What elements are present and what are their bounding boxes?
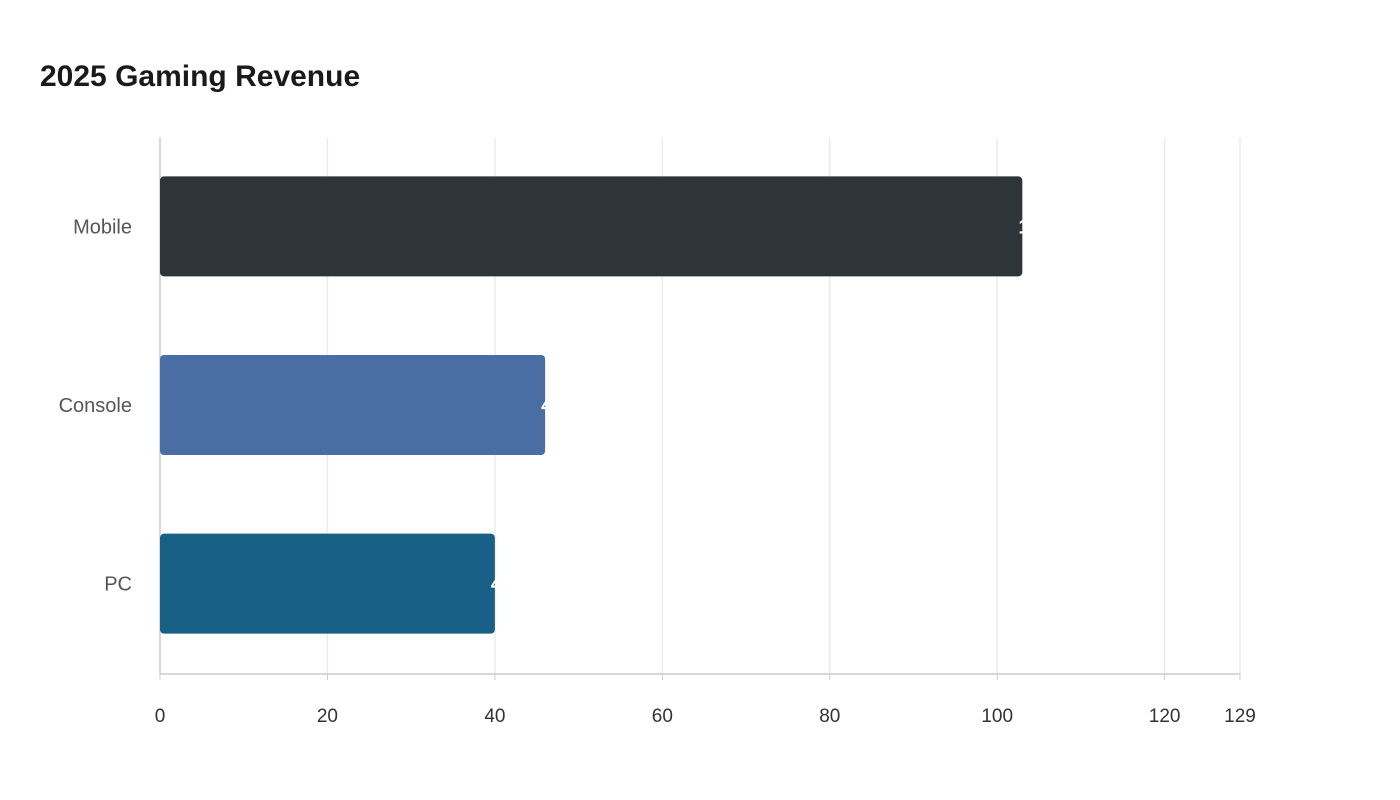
x-tick-label: 60 [652, 706, 673, 727]
bar-console [160, 355, 546, 455]
x-tick-label: 80 [819, 706, 840, 727]
x-tick-label: 120 [1149, 706, 1181, 727]
x-tick-label: 20 [317, 706, 338, 727]
x-tick-label: 129 [1224, 706, 1256, 727]
x-tick-label: 0 [155, 706, 166, 727]
x-tick-label: 40 [484, 706, 505, 727]
y-tick-label: PC [104, 574, 132, 596]
y-tick-label: Console [59, 395, 132, 417]
data-label: 40 [491, 574, 513, 596]
data-label: 46 [541, 395, 563, 417]
bar-pc [160, 533, 495, 634]
data-label: 103 [1018, 216, 1051, 238]
bar-mobile [160, 176, 1023, 277]
chart-title: 2025 Gaming Revenue [40, 60, 361, 93]
x-tick-label: 100 [981, 706, 1013, 727]
y-tick-label: Mobile [73, 216, 132, 238]
